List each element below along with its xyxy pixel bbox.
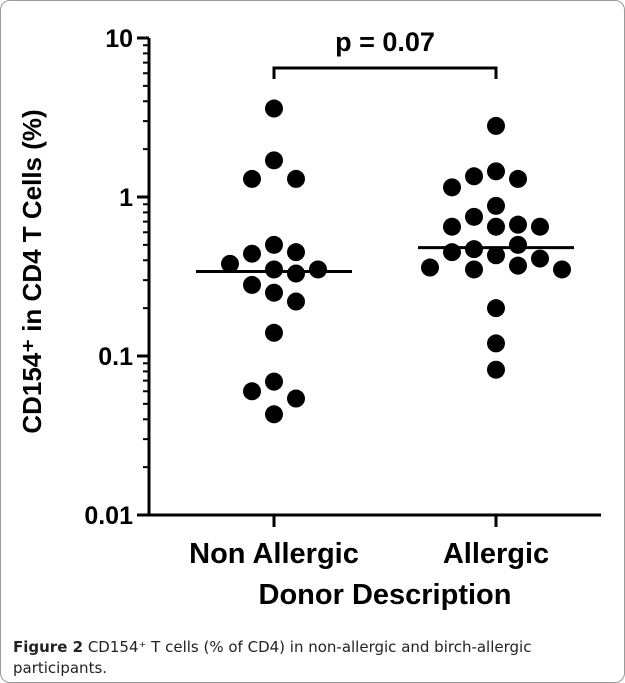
data-point <box>553 260 571 279</box>
y-axis-label: CD154⁺ in CD4 T Cells (%) <box>17 109 47 433</box>
data-point <box>243 382 261 401</box>
data-point <box>287 264 305 283</box>
caption-label: Figure 2 <box>13 638 84 656</box>
data-point <box>487 217 505 236</box>
caption: Figure 2 CD154⁺ T cells (% of CD4) in no… <box>13 637 613 679</box>
data-point <box>265 372 283 391</box>
data-point <box>421 258 439 277</box>
data-point <box>509 215 527 234</box>
data-point <box>265 283 283 302</box>
data-point <box>265 235 283 254</box>
data-point <box>243 244 261 263</box>
data-point <box>487 116 505 135</box>
data-point <box>243 275 261 294</box>
data-point <box>287 389 305 408</box>
data-point <box>509 235 527 254</box>
y-tick-label: 10 <box>105 25 133 53</box>
x-tick-label: Non Allergic <box>189 538 359 570</box>
chart: 0.01 0.1 1 10 CD154⁺ in CD4 T Cells (%) Donor… <box>17 25 601 611</box>
x-axis-label: Donor Description <box>259 579 512 611</box>
data-point <box>487 360 505 379</box>
data-point <box>443 178 461 197</box>
data-point <box>465 167 483 186</box>
data-point <box>487 162 505 181</box>
x-tick-label: Allergic <box>443 538 549 570</box>
data-point <box>531 249 549 268</box>
significance-bracket <box>272 66 498 79</box>
data-point <box>287 292 305 311</box>
y-tick-label: 1 <box>119 184 133 212</box>
data-point <box>265 260 283 279</box>
data-point <box>509 169 527 188</box>
data-point <box>465 207 483 226</box>
y-tick-label: 0.1 <box>98 343 133 371</box>
data-point <box>443 217 461 236</box>
y-tick-label: 0.01 <box>84 502 133 530</box>
data-point <box>221 254 239 273</box>
annotation: p = 0.07 <box>335 27 435 57</box>
data-point <box>309 260 327 279</box>
data-point <box>265 99 283 118</box>
data-point <box>265 151 283 170</box>
caption-text: CD154⁺ T cells (% of CD4) in non-allergi… <box>13 638 532 677</box>
data-point <box>487 196 505 215</box>
data-point <box>487 299 505 318</box>
data-point <box>265 405 283 424</box>
data-point <box>265 323 283 342</box>
data-point <box>509 256 527 275</box>
data-point <box>487 246 505 265</box>
data-point <box>487 334 505 353</box>
data-point <box>243 169 261 188</box>
data-point <box>287 243 305 262</box>
data-point <box>531 217 549 236</box>
data-point <box>287 169 305 188</box>
data-point <box>465 260 483 279</box>
data-point <box>443 243 461 262</box>
